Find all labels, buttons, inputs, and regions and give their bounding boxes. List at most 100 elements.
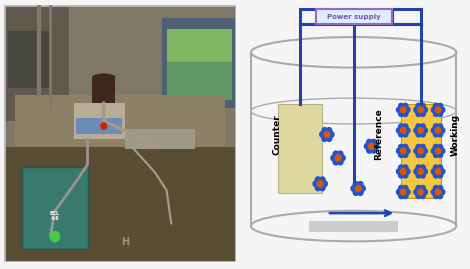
Circle shape: [416, 173, 421, 178]
Circle shape: [431, 169, 436, 174]
Text: Power supply: Power supply: [327, 13, 381, 20]
Circle shape: [420, 132, 425, 137]
Circle shape: [355, 185, 361, 192]
Circle shape: [418, 107, 423, 113]
Circle shape: [433, 103, 439, 109]
Circle shape: [322, 181, 327, 187]
Circle shape: [433, 111, 439, 116]
Circle shape: [431, 107, 436, 112]
Circle shape: [435, 148, 441, 154]
Text: Working: Working: [451, 114, 460, 155]
Circle shape: [405, 189, 410, 195]
Circle shape: [333, 159, 338, 165]
Circle shape: [399, 152, 404, 157]
Bar: [92, 77, 116, 103]
Circle shape: [418, 169, 423, 174]
Circle shape: [315, 177, 321, 183]
Circle shape: [371, 147, 376, 153]
Circle shape: [423, 189, 427, 195]
Circle shape: [435, 169, 441, 174]
Circle shape: [438, 132, 443, 137]
Circle shape: [400, 107, 406, 113]
Circle shape: [405, 148, 410, 154]
Ellipse shape: [92, 73, 116, 81]
Bar: [23, 167, 87, 249]
Circle shape: [331, 155, 336, 161]
Circle shape: [403, 173, 408, 178]
Circle shape: [440, 148, 445, 154]
Circle shape: [364, 143, 370, 149]
Circle shape: [420, 124, 425, 129]
Circle shape: [399, 103, 404, 109]
Circle shape: [340, 155, 345, 161]
Bar: [16, 95, 225, 147]
Circle shape: [358, 190, 363, 195]
Circle shape: [317, 181, 323, 187]
Circle shape: [405, 128, 410, 133]
Circle shape: [400, 148, 406, 154]
Bar: [278, 104, 322, 193]
Circle shape: [329, 132, 334, 137]
Bar: [309, 221, 399, 232]
Circle shape: [438, 111, 443, 116]
Circle shape: [320, 132, 325, 137]
Circle shape: [320, 185, 325, 191]
Text: Counter: Counter: [272, 114, 281, 155]
Circle shape: [435, 107, 441, 113]
Circle shape: [420, 111, 425, 116]
Circle shape: [440, 128, 445, 133]
Circle shape: [438, 124, 443, 129]
Circle shape: [416, 165, 421, 170]
Bar: [125, 129, 195, 149]
Circle shape: [403, 111, 408, 116]
Circle shape: [418, 128, 423, 133]
Circle shape: [438, 152, 443, 157]
Circle shape: [337, 151, 343, 157]
Circle shape: [416, 193, 421, 199]
Circle shape: [423, 148, 427, 154]
Circle shape: [418, 148, 423, 154]
Circle shape: [414, 107, 419, 112]
Circle shape: [397, 169, 401, 174]
Circle shape: [438, 186, 443, 191]
Circle shape: [403, 103, 408, 109]
Circle shape: [433, 173, 439, 178]
Circle shape: [416, 152, 421, 157]
Circle shape: [397, 148, 401, 154]
Circle shape: [438, 173, 443, 178]
Circle shape: [416, 186, 421, 191]
Circle shape: [397, 128, 401, 133]
Circle shape: [368, 143, 375, 149]
Circle shape: [416, 144, 421, 150]
Circle shape: [433, 165, 439, 170]
Circle shape: [399, 111, 404, 116]
Circle shape: [433, 132, 439, 137]
Circle shape: [423, 128, 427, 133]
Circle shape: [440, 107, 445, 112]
Circle shape: [420, 152, 425, 157]
Circle shape: [324, 132, 330, 137]
Circle shape: [438, 193, 443, 199]
Circle shape: [438, 144, 443, 150]
Circle shape: [322, 136, 327, 141]
Circle shape: [403, 186, 408, 191]
Circle shape: [414, 169, 419, 174]
Circle shape: [399, 144, 404, 150]
Circle shape: [403, 152, 408, 157]
Bar: [4, 5, 69, 121]
Circle shape: [399, 132, 404, 137]
Circle shape: [333, 151, 338, 157]
Bar: [4, 147, 236, 262]
Circle shape: [433, 144, 439, 150]
Text: H: H: [121, 237, 129, 247]
Circle shape: [399, 124, 404, 129]
Circle shape: [438, 103, 443, 109]
Circle shape: [353, 190, 359, 195]
Bar: [162, 18, 236, 108]
Circle shape: [405, 107, 410, 112]
Circle shape: [50, 231, 60, 242]
Circle shape: [416, 132, 421, 137]
Circle shape: [367, 139, 372, 145]
Circle shape: [414, 128, 419, 133]
Circle shape: [433, 152, 439, 157]
